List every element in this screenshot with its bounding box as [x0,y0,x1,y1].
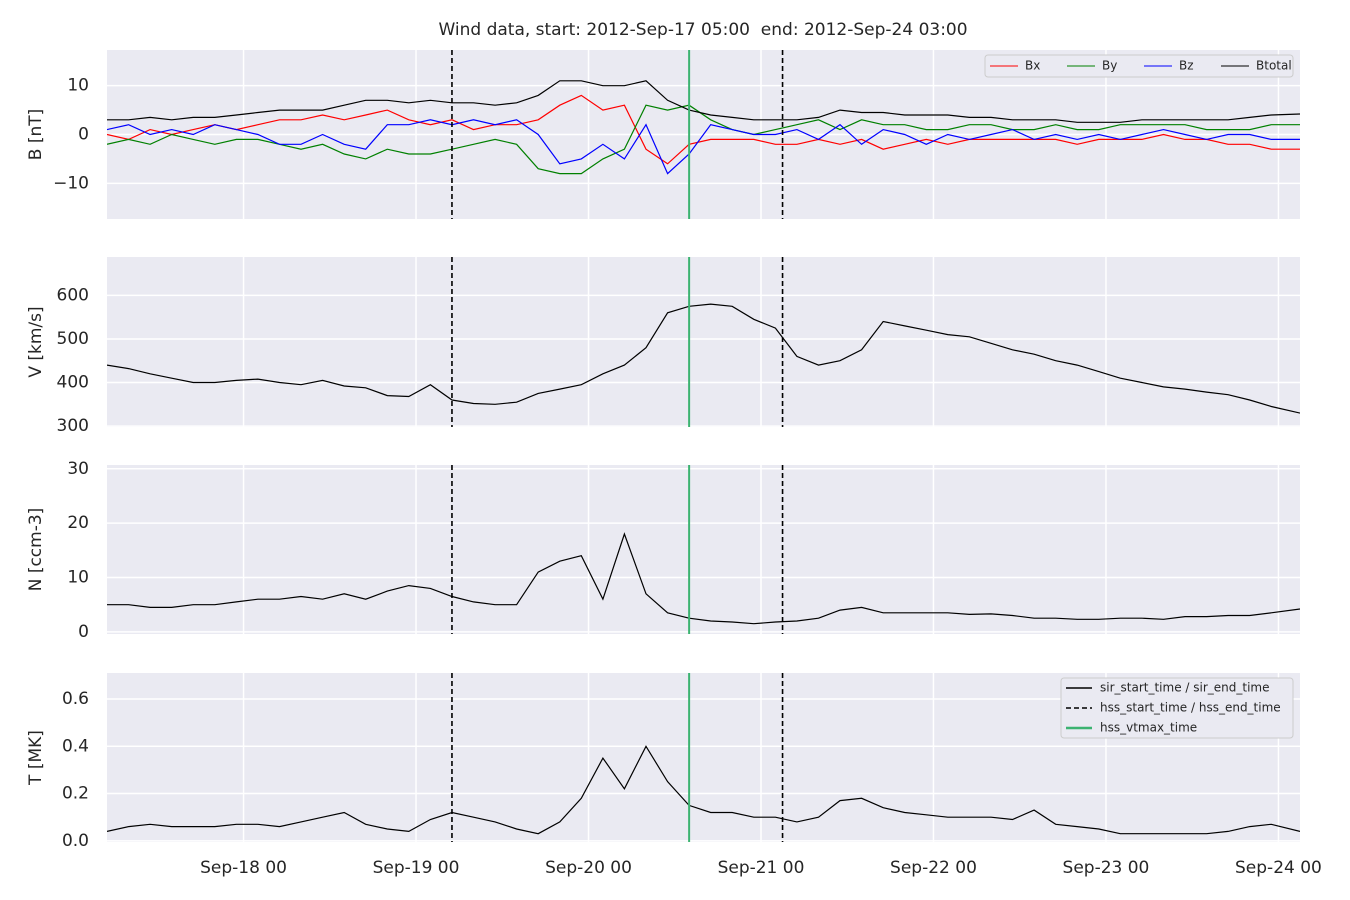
y-tick-label: 20 [67,513,89,533]
y-tick-label: 300 [57,416,89,436]
y-tick-label: 10 [67,76,89,96]
panel [107,465,1300,634]
series-line [107,94,1300,165]
y-tick-label: 600 [57,285,89,305]
plot-area [107,257,1300,427]
legend-box [984,54,1294,78]
data-layer [107,80,1300,175]
legend-box [1060,677,1294,739]
legend-label: Bz [1179,59,1194,73]
y-axis-label: T [MK] [26,730,46,786]
y-axis-label: V [km/s] [26,306,46,377]
legend-label: Bx [1025,59,1040,73]
y-tick-label: 0.2 [62,784,89,804]
legend-label: Btotal [1256,59,1292,73]
x-tick-label: Sep-24 00 [1235,858,1322,878]
y-axis-label: N [ccm-3] [26,508,46,592]
x-tick-label: Sep-21 00 [718,858,805,878]
y-tick-label: 0.6 [62,689,89,709]
y-tick-label: 0.4 [62,736,89,756]
plot-area [107,465,1300,634]
series-line [107,119,1300,175]
y-tick-label: 500 [57,329,89,349]
y-tick-label: 0 [78,125,89,145]
series-line [107,80,1300,123]
data-layer [107,303,1300,414]
x-tick-label: Sep-18 00 [200,858,287,878]
series-line [107,532,1300,625]
y-axis-label: B [nT] [26,109,46,161]
x-tick-label: Sep-19 00 [373,858,460,878]
legend-label: sir_start_time / sir_end_time [1100,681,1270,695]
y-tick-label: 10 [67,567,89,587]
legend: Bx By Bz Btotal [984,54,1294,78]
y-tick-label: 0 [78,622,89,642]
x-tick-label: Sep-23 00 [1063,858,1150,878]
x-tick-label: Sep-22 00 [890,858,977,878]
data-layer [107,745,1300,835]
legend-label: hss_vtmax_time [1100,721,1197,735]
legend-label: By [1102,59,1117,73]
y-tick-label: −10 [53,173,89,193]
y-tick-label: 30 [67,459,89,479]
legend-label: hss_start_time / hss_end_time [1100,701,1281,715]
y-tick-label: 0.0 [62,831,89,851]
y-tick-label: 400 [57,373,89,393]
data-layer [107,532,1300,625]
panel [107,257,1300,427]
legend: sir_start_time / sir_end_time hss_start_t… [1060,677,1294,739]
chart-title: Wind data, start: 2012-Sep-17 05:00 end:… [438,20,967,40]
x-tick-label: Sep-20 00 [545,858,632,878]
series-line [107,303,1300,414]
series-line [107,745,1300,835]
